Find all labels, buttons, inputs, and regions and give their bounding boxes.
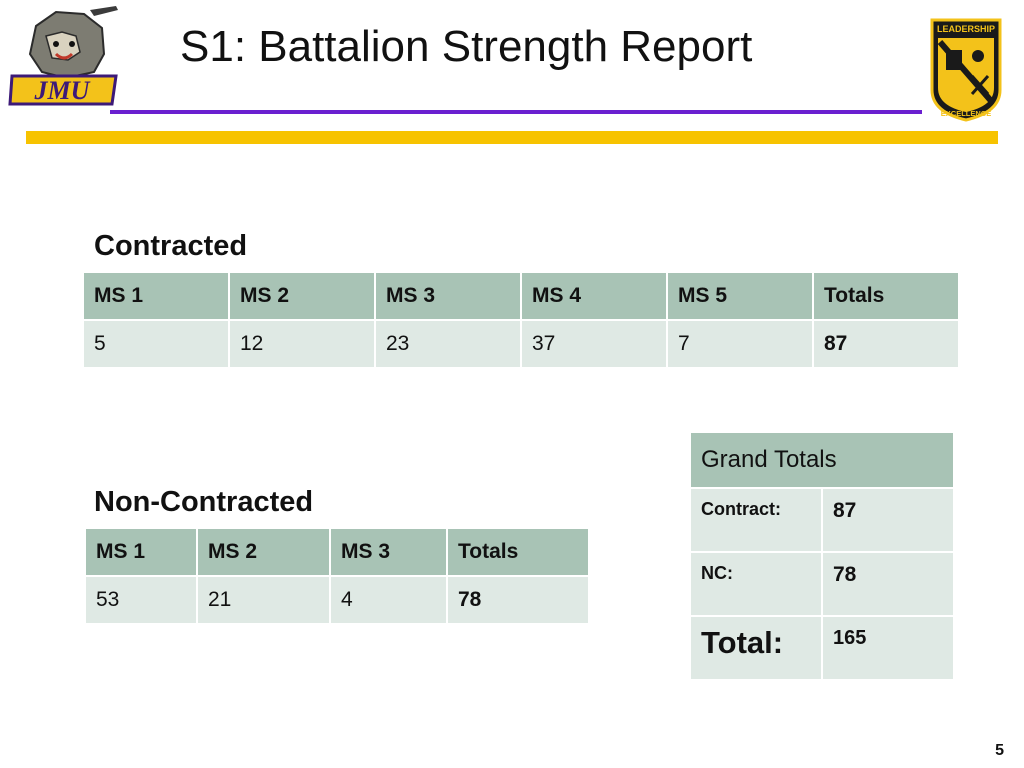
svg-text:JMU: JMU [34,76,91,105]
value-cell: 37 [522,321,666,367]
value-cell: 23 [376,321,520,367]
value-cell: 4 [331,577,446,623]
value-cell: 21 [198,577,329,623]
jmu-duke-dog-logo: JMU [8,6,118,106]
grand-totals-table: Grand Totals Contract: 87 NC: 78 Total: … [689,431,955,681]
contracted-table: MS 1 MS 2 MS 3 MS 4 MS 5 Totals 5 12 23 … [82,271,960,369]
header-cell: MS 1 [84,273,228,319]
total-label: Total: [691,617,821,679]
svg-text:EXCELLENCE: EXCELLENCE [941,109,991,118]
svg-text:LEADERSHIP: LEADERSHIP [937,24,995,34]
table-row: 53 21 4 78 [86,577,588,623]
table-header-row: MS 1 MS 2 MS 3 Totals [86,529,588,575]
header-cell: MS 5 [668,273,812,319]
contract-label: Contract: [691,489,821,551]
nc-value: 78 [823,553,953,615]
contracted-heading: Contracted [94,230,248,262]
non-contracted-heading: Non-Contracted [94,486,314,518]
contract-value: 87 [823,489,953,551]
total-value: 165 [823,617,953,679]
table-row: Total: 165 [691,617,953,679]
non-contracted-table: MS 1 MS 2 MS 3 Totals 53 21 4 78 [84,527,590,625]
header-cell: MS 1 [86,529,196,575]
title-underline-purple [110,110,922,114]
grand-totals-header: Grand Totals [691,433,953,487]
header-band-gold [26,131,998,144]
value-cell: 12 [230,321,374,367]
value-cell: 5 [84,321,228,367]
value-cell: 53 [86,577,196,623]
nc-label: NC: [691,553,821,615]
rotc-leadership-excellence-logo: LEADERSHIP EXCELLENCE [930,18,1002,122]
value-cell: 7 [668,321,812,367]
header-cell: MS 3 [331,529,446,575]
slide-title: S1: Battalion Strength Report [180,22,753,71]
table-row: NC: 78 [691,553,953,615]
header-cell: MS 4 [522,273,666,319]
table-row: Contract: 87 [691,489,953,551]
table-header-row: Grand Totals [691,433,953,487]
header-cell: Totals [814,273,958,319]
page-number: 5 [995,742,1004,759]
table-row: 5 12 23 37 7 87 [84,321,958,367]
header-cell: MS 2 [198,529,329,575]
table-header-row: MS 1 MS 2 MS 3 MS 4 MS 5 Totals [84,273,958,319]
header-cell: Totals [448,529,588,575]
header-cell: MS 3 [376,273,520,319]
total-cell: 87 [814,321,958,367]
header-cell: MS 2 [230,273,374,319]
total-cell: 78 [448,577,588,623]
